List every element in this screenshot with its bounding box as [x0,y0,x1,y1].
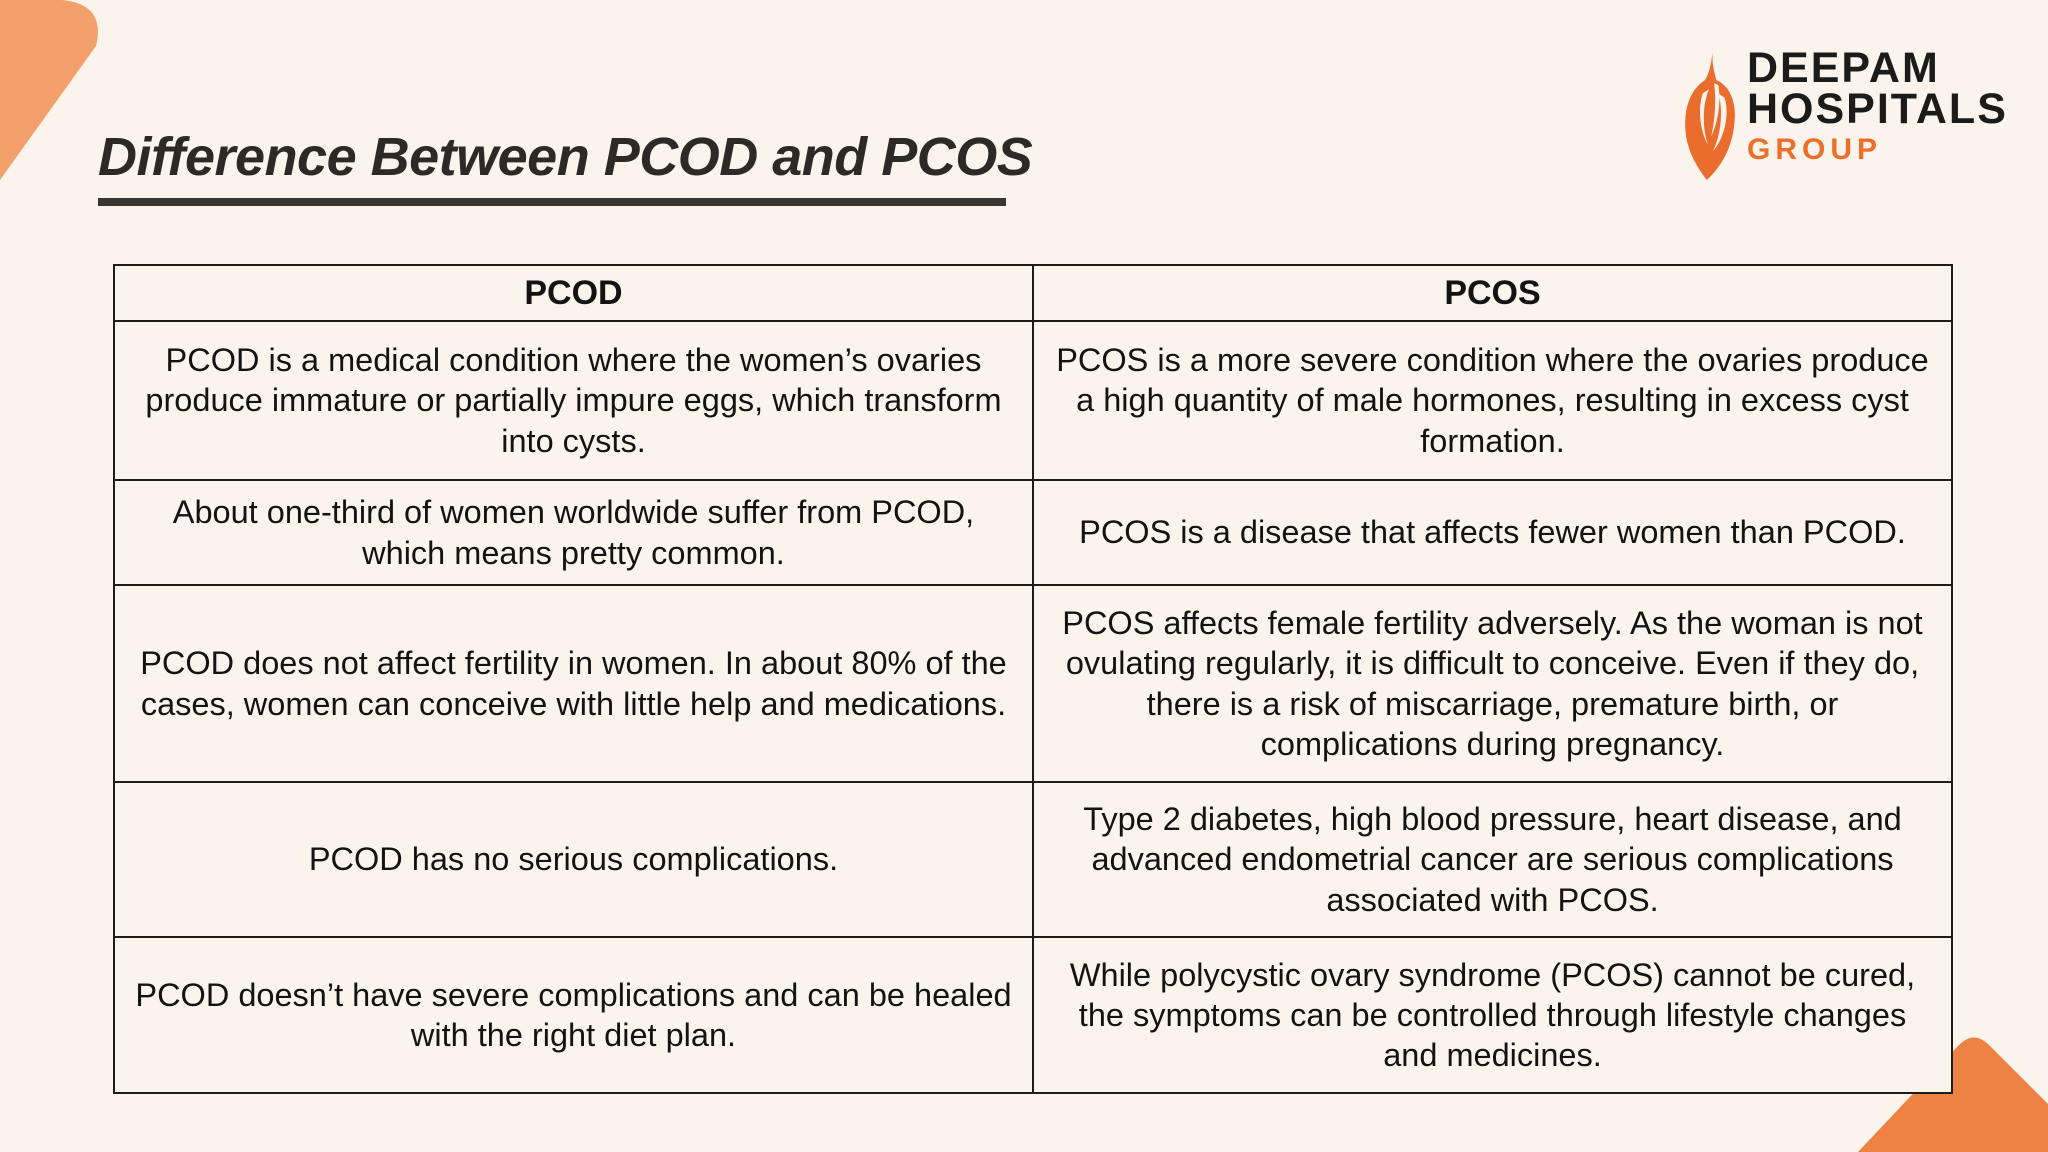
cell-pcod-definition: PCOD is a medical condition where the wo… [113,320,1034,481]
table-row: PCOD has no serious complications. Type … [113,781,1953,938]
cell-pcos-complications: Type 2 diabetes, high blood pressure, he… [1032,781,1953,938]
flame-icon [1685,46,1735,180]
cell-pcos-definition: PCOS is a more severe condition where th… [1032,320,1953,481]
deepam-hospitals-logo: DEEPAM HOSPITALS GROUP [1683,46,2008,180]
cell-pcod-complications: PCOD has no serious complications. [113,781,1034,938]
logo-name-line3: GROUP [1747,133,1883,166]
cell-pcos-treatment: While polycystic ovary syndrome (PCOS) c… [1032,936,1953,1094]
title-underline [98,198,1006,206]
table-row: PCOD does not affect fertility in women.… [113,584,1953,783]
logo-text: DEEPAM HOSPITALS GROUP [1747,46,2008,167]
cell-pcod-treatment: PCOD doesn’t have severe complications a… [113,936,1034,1094]
page-title: Difference Between PCOD and PCOS [98,127,1033,187]
header-pcod: PCOD [113,264,1034,322]
table-row: PCOD doesn’t have severe complications a… [113,936,1953,1094]
pcod-pcos-comparison-table: PCOD PCOS PCOD is a medical condition wh… [113,264,1953,1094]
cell-pcod-prevalence: About one-third of women worldwide suffe… [113,479,1034,586]
cell-pcos-prevalence: PCOS is a disease that affects fewer wom… [1032,479,1953,586]
logo-name-line1: DEEPAM [1747,44,1940,92]
table-header-row: PCOD PCOS [113,264,1953,322]
cell-pcos-fertility: PCOS affects female fertility adversely.… [1032,584,1953,783]
header-pcos: PCOS [1032,264,1953,322]
table-row: PCOD is a medical condition where the wo… [113,320,1953,481]
table-row: About one-third of women worldwide suffe… [113,479,1953,586]
logo-name-line2: HOSPITALS [1747,85,2008,133]
cell-pcod-fertility: PCOD does not affect fertility in women.… [113,584,1034,783]
